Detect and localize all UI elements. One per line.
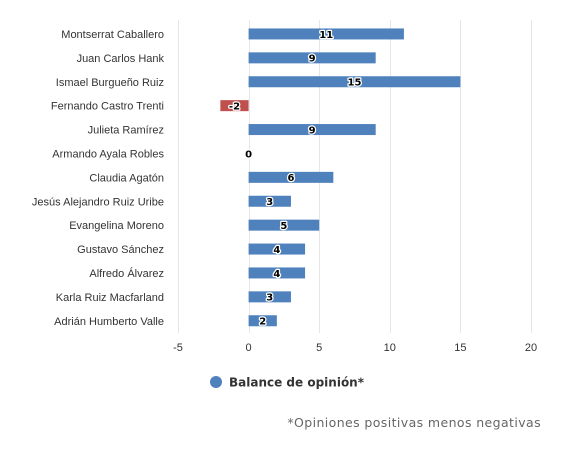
category-labels: Montserrat Caballero Juan Carlos Hank Isma…	[32, 29, 165, 328]
data-label: 0	[245, 149, 252, 160]
x-axis-tick-labels: -5 0 5 10 15 20	[173, 342, 537, 354]
bar[interactable]	[220, 100, 249, 112]
x-tick-label: 5	[316, 342, 322, 354]
data-label: 3	[266, 197, 273, 208]
data-label: 15	[348, 78, 362, 89]
category-label: Montserrat Caballero	[61, 29, 164, 41]
data-label: 4	[273, 269, 280, 280]
bar[interactable]	[248, 52, 376, 64]
bar[interactable]	[248, 291, 291, 303]
footnote: *Opiniones positivas menos negativas	[287, 415, 541, 430]
category-label: Armando Ayala Robles	[52, 148, 164, 160]
data-label: 6	[287, 173, 294, 184]
data-label: 5	[280, 221, 287, 232]
category-label: Claudia Agatón	[89, 172, 164, 184]
bar[interactable]	[248, 267, 306, 279]
data-labels: 11 9 15 -2 9 0 6 3 5 4 4 3 2	[228, 29, 363, 329]
category-label: Adrián Humberto Valle	[54, 316, 164, 328]
data-label: -2	[229, 101, 240, 112]
category-label: Fernando Castro Trenti	[51, 101, 164, 113]
x-tick-label: 0	[246, 342, 252, 354]
bars	[220, 28, 461, 327]
data-label: 11	[319, 30, 333, 41]
x-tick-label: 10	[384, 342, 396, 354]
x-tick-label: -5	[173, 342, 183, 354]
category-label: Evangelina Moreno	[69, 220, 164, 232]
category-label: Alfredo Álvarez	[89, 267, 164, 280]
category-label: Jesús Alejandro Ruiz Uribe	[32, 196, 164, 208]
category-label: Juan Carlos Hank	[77, 53, 165, 65]
bar[interactable]	[248, 171, 334, 183]
data-label: 2	[259, 317, 266, 328]
category-label: Karla Ruiz Macfarland	[56, 292, 164, 304]
bar[interactable]	[248, 195, 291, 207]
bar[interactable]	[248, 243, 306, 255]
bar[interactable]	[248, 28, 404, 40]
bar[interactable]	[248, 76, 461, 88]
grid-lines	[178, 20, 532, 333]
bar[interactable]	[248, 124, 376, 136]
x-tick-label: 20	[525, 342, 537, 354]
data-label: 9	[309, 125, 316, 136]
bar[interactable]	[248, 219, 320, 231]
legend-marker	[210, 376, 222, 388]
data-label: 3	[266, 293, 273, 304]
category-label: Ismael Burgueño Ruiz	[56, 77, 164, 89]
data-label: 4	[273, 245, 280, 256]
x-tick-label: 15	[454, 342, 466, 354]
bar[interactable]	[248, 315, 277, 327]
category-label: Julieta Ramírez	[88, 125, 164, 137]
data-label: 9	[309, 54, 316, 65]
legend[interactable]: Balance de opinión*	[210, 376, 365, 390]
legend-label: Balance de opinión*	[229, 376, 365, 390]
category-label: Gustavo Sánchez	[77, 244, 164, 256]
